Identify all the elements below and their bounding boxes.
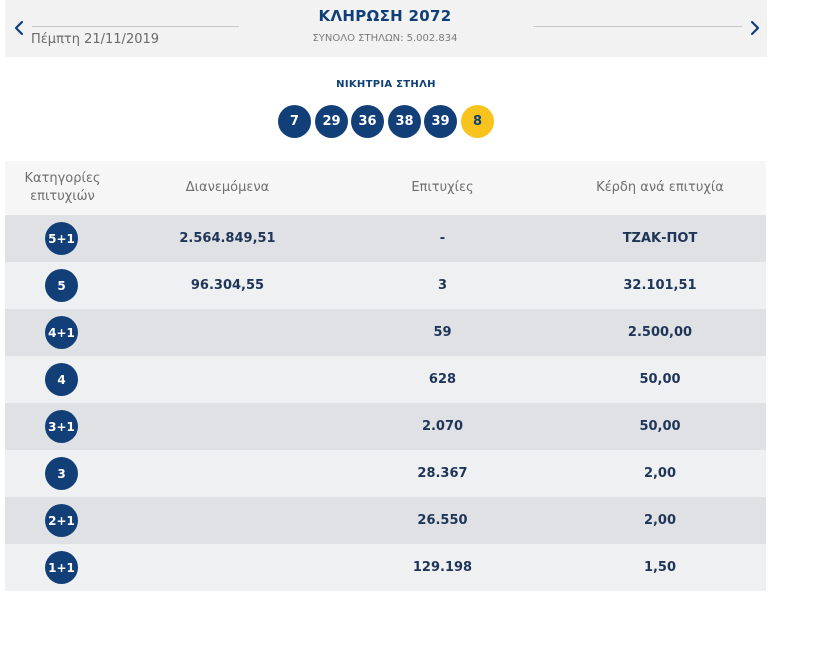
winners-count: 26.550 (417, 513, 468, 528)
prize-per-winner: 50,00 (639, 372, 681, 387)
distributed-amount: 96.304,55 (190, 278, 265, 293)
prize-per-winner: 1,50 (643, 560, 677, 575)
header-distributed: Διανεμόμενα (185, 180, 270, 195)
winners-count: 28.367 (417, 466, 468, 481)
winners-count: - (439, 231, 446, 246)
header-winners: Επιτυχίες (411, 180, 474, 195)
joker-number-ball: 8 (461, 105, 494, 138)
prize-per-winner: 50,00 (639, 419, 681, 434)
category-badge: 2+1 (45, 504, 78, 537)
header-prize: Κέρδη ανά επιτυχία (596, 180, 724, 195)
divider-left (32, 26, 239, 27)
distributed-amount (145, 403, 310, 450)
table-row: 1+1 129.198 1,50 (5, 544, 766, 591)
header-category: Κατηγορίες επιτυχιών (24, 171, 101, 204)
draw-date: Πέμπτη 21/11/2019 (31, 32, 160, 47)
winning-number-ball: 36 (351, 105, 384, 138)
columns-total: ΣΥΝΟΛΟ ΣΤΗΛΩΝ: 5.002.834 (312, 33, 458, 44)
prize-per-winner: 32.101,51 (623, 278, 697, 293)
winning-column-title: ΝΙΚΗΤΡΙΑ ΣΤΗΛΗ (336, 79, 436, 90)
winners-count: 129.198 (412, 560, 473, 575)
category-badge: 1+1 (45, 551, 78, 584)
chevron-right-icon[interactable] (747, 18, 763, 38)
category-badge: 4+1 (45, 316, 78, 349)
distributed-amount (145, 309, 310, 356)
prize-table: Κατηγορίες επιτυχιών Διανεμόμενα Επιτυχί… (5, 161, 766, 591)
category-badge: 5 (45, 269, 78, 302)
category-badge: 4 (45, 363, 78, 396)
winners-count: 3 (437, 278, 448, 293)
winners-count: 59 (433, 325, 452, 340)
prize-per-winner: ΤΖΑΚ-ΠΟΤ (622, 231, 698, 246)
distributed-amount (145, 544, 310, 591)
table-row: 3 28.367 2,00 (5, 450, 766, 497)
prize-per-winner: 2,00 (643, 513, 677, 528)
table-row: 2+1 26.550 2,00 (5, 497, 766, 544)
winning-number-ball: 39 (424, 105, 457, 138)
table-row: 3+1 2.070 50,00 (5, 403, 766, 450)
prize-per-winner: 2.500,00 (627, 325, 693, 340)
table-row: 5 96.304,55 3 32.101,51 (5, 262, 766, 309)
divider-right (533, 26, 742, 27)
winning-number-ball: 29 (315, 105, 348, 138)
distributed-amount (145, 497, 310, 544)
distributed-amount: 2.564.849,51 (179, 231, 276, 246)
distributed-amount (145, 450, 310, 497)
draw-title: ΚΛΗΡΩΣΗ 2072 (318, 7, 452, 25)
table-row: 4 628 50,00 (5, 356, 766, 403)
category-badge: 5+1 (45, 222, 78, 255)
table-header: Κατηγορίες επιτυχιών Διανεμόμενα Επιτυχί… (5, 161, 766, 215)
table-row: 5+1 2.564.849,51 - ΤΖΑΚ-ΠΟΤ (5, 215, 766, 262)
winning-number-ball: 38 (388, 105, 421, 138)
distributed-amount (145, 356, 310, 403)
winners-count: 628 (428, 372, 457, 387)
prize-per-winner: 2,00 (643, 466, 677, 481)
winners-count: 2.070 (421, 419, 464, 434)
chevron-left-icon[interactable] (11, 18, 27, 38)
winning-number-ball: 7 (278, 105, 311, 138)
category-badge: 3 (45, 457, 78, 490)
table-row: 4+1 59 2.500,00 (5, 309, 766, 356)
category-badge: 3+1 (45, 410, 78, 443)
draw-header: Πέμπτη 21/11/2019 ΚΛΗΡΩΣΗ 2072 ΣΥΝΟΛΟ ΣΤ… (5, 0, 767, 57)
